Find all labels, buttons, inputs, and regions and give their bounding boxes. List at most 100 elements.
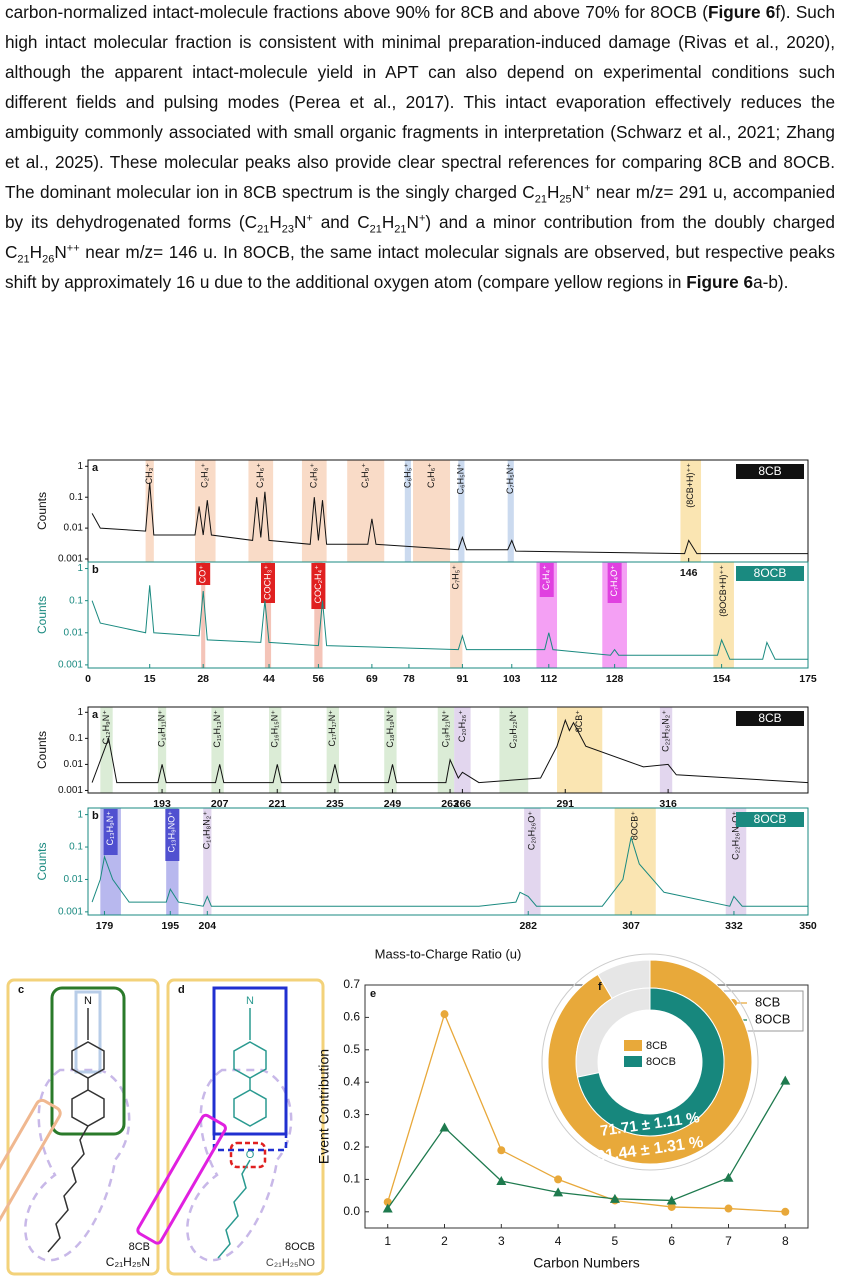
text-run: 25: [559, 193, 572, 206]
x-tick-label: 69: [366, 673, 378, 685]
y-tick-label: 0.001: [58, 554, 83, 565]
panel-letter: a: [92, 709, 99, 721]
x-tick-label: 195: [162, 920, 180, 932]
text-run: f). Such high intact molecular fraction …: [5, 2, 836, 202]
band-label: CO⁺: [198, 565, 208, 584]
molecule-formula: C₂₁H₂₅N: [106, 1255, 150, 1269]
band-label-box: [311, 563, 326, 609]
marker: [554, 1175, 563, 1184]
tag-box: [736, 464, 804, 479]
text-run: near m/z= 146 u. In 8OCB, the same intac…: [5, 242, 835, 292]
x-tick-label: 8: [782, 1234, 789, 1248]
band-label: COC₂H₄⁺: [313, 565, 323, 604]
y-tick-label: 0.01: [64, 874, 84, 885]
y-tick-label: 0.01: [64, 759, 84, 770]
band-label: C₁₄H₈N₂⁺: [202, 811, 212, 849]
band: [201, 562, 206, 668]
x-tick-label: 332: [725, 920, 743, 932]
text-run: 21: [534, 193, 547, 206]
y-tick-label: 0.4: [343, 1074, 360, 1088]
text-run: +: [418, 212, 426, 225]
molecule-name: 8CB: [129, 1241, 150, 1253]
text-run: H: [546, 182, 560, 202]
y-tick-label: 0.001: [58, 660, 83, 671]
text-run: H: [29, 242, 43, 262]
x-tick-label: 0: [85, 673, 91, 685]
y-axis-label: Counts: [35, 596, 49, 634]
panel-letter: a: [92, 462, 99, 474]
y-tick-label: 1: [77, 707, 83, 718]
text-run: N: [406, 212, 419, 232]
paragraph: carbon-normalized intact-molecule fracti…: [5, 0, 835, 297]
text-run: 21: [394, 223, 407, 236]
band: [211, 707, 224, 793]
marker: [609, 1193, 620, 1203]
tag-box: [736, 711, 804, 726]
donut-outline: [541, 953, 759, 1171]
legend-label: 8CB: [646, 1040, 667, 1052]
band: [269, 707, 282, 793]
marker: [382, 1203, 393, 1213]
band-label: C₁₇H₁₇N⁺: [327, 710, 337, 747]
marker: [724, 1204, 733, 1213]
x-tick-label: 291: [556, 798, 574, 810]
text-run: 26: [42, 253, 55, 266]
marker: [383, 1198, 392, 1207]
text-run: Figure 6: [686, 272, 754, 292]
marker: [667, 1202, 676, 1211]
y-tick-label: 1: [77, 809, 83, 820]
band-label: (8OCB+H)⁺⁺: [718, 565, 728, 617]
legend-label: 8OCB: [755, 1011, 790, 1026]
band: [194, 460, 216, 562]
tag-box: [736, 566, 804, 581]
text-run: and C: [312, 212, 370, 232]
y-tick-label: 0.5: [343, 1042, 360, 1056]
plot-frame: [87, 561, 809, 669]
band: [507, 460, 514, 562]
marker: [496, 1176, 507, 1186]
band-label: C₁₆H₁₅N⁺: [270, 710, 280, 748]
x-tick-label: 249: [384, 798, 402, 810]
panel-letter: f: [598, 981, 602, 993]
x-tick-label: 1: [384, 1234, 391, 1248]
y-tick-label: 0.1: [69, 733, 83, 744]
plot-frame: [87, 807, 809, 916]
band: [659, 707, 673, 793]
band-label: C₁₂H₉N⁺: [101, 710, 111, 745]
series-line: [387, 1080, 786, 1209]
band: [314, 562, 323, 668]
marker: [497, 1146, 506, 1155]
spectrum-line: [91, 585, 808, 660]
legend-label: 8OCB: [646, 1056, 676, 1068]
y-tick-label: 0.2: [343, 1139, 360, 1153]
band-label: C₂₀H₂₆⁺: [457, 710, 467, 742]
x-axis-label: Mass-to-Charge Ratio (u): [375, 946, 522, 961]
legend-label: 8CB: [755, 994, 780, 1009]
y-tick-label: 0.1: [69, 595, 83, 606]
text-run: H: [269, 212, 282, 232]
y-tick-label: 0.01: [64, 523, 84, 534]
panel-letter: b: [92, 810, 99, 822]
tag-box: [736, 812, 804, 827]
legend-swatch: [624, 1040, 642, 1051]
molecule-8cb: [0, 978, 160, 1276]
y-tick-label: 0.001: [58, 906, 83, 917]
band-label-box: [607, 563, 622, 603]
band: [347, 460, 385, 562]
panel-letter: e: [370, 988, 376, 1000]
text-run: N: [54, 242, 67, 262]
band: [524, 808, 541, 915]
x-tick-label: 112: [540, 673, 557, 685]
text-run: ) and a minor contribution from the doub…: [5, 212, 835, 262]
band: [301, 460, 327, 562]
band-label: C₆H₄⁺: [541, 565, 551, 590]
y-axis-label: Counts: [35, 492, 49, 530]
x-tick-label: 282: [519, 920, 537, 932]
band-label: C₅H₉⁺: [360, 463, 370, 488]
band: [725, 808, 747, 915]
plot-frame: [87, 706, 809, 794]
molecule-8ocb: [136, 978, 325, 1276]
spectrum-line: [91, 482, 808, 555]
band: [100, 707, 113, 793]
